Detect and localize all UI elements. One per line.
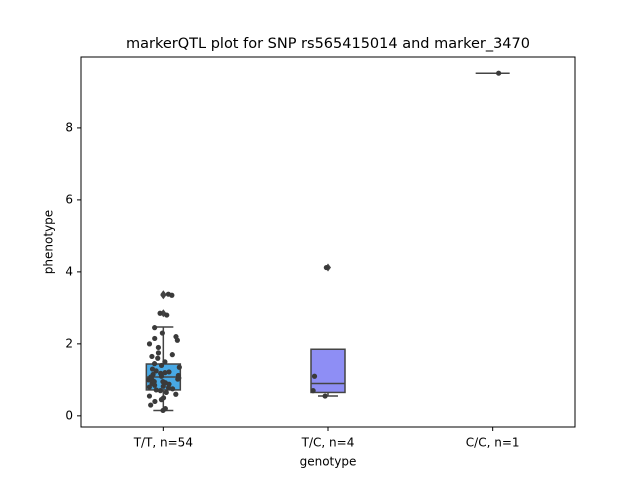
strip-point [160,379,166,385]
strip-point [175,372,181,379]
strip-point [152,335,158,342]
strip-point [162,406,168,412]
strip-point [157,310,163,316]
strip-point [148,375,154,381]
strip-point [311,373,318,379]
y-tick-label: 8 [65,120,73,134]
strip-point [158,362,165,369]
strip-point [173,391,179,397]
y-tick-label: 0 [65,408,73,422]
y-tick-label: 4 [65,264,73,278]
strip-point [163,389,169,396]
strip-point [162,359,168,365]
strip-point [155,344,161,351]
strip-point [146,341,153,347]
strip-point [155,350,162,356]
outlier [160,290,167,299]
strip-point [169,352,175,358]
strip-point [151,379,157,385]
strip-point [149,353,155,360]
strip-point [166,369,172,375]
strip-point [323,264,329,271]
strip-point [146,384,152,390]
strip-point [157,388,163,394]
strip-point [496,70,502,76]
strip-point [158,370,164,376]
x-tick-label: C/C, n=1 [466,436,520,450]
strip-point [322,393,328,399]
strip-point [173,334,179,340]
strip-point [159,330,165,336]
strip-point [153,387,159,393]
strip-point [164,312,170,318]
x-tick-label: T/C, n=4 [301,436,355,450]
x-tick-label: T/T, n=54 [133,436,193,450]
strip-point [149,366,156,372]
strip-point [148,402,154,408]
y-axis-label: phenotype [42,210,56,274]
strip-point [162,370,168,376]
box [310,348,346,394]
y-tick-label: 2 [65,336,73,350]
strip-point [310,388,316,394]
x-axis-label: genotype [300,455,357,469]
y-tick-label: 6 [65,192,73,206]
strip-point [146,393,153,399]
strip-point [152,398,158,405]
strip-point [152,325,158,331]
strip-point [165,291,171,297]
strip-point [155,355,161,361]
chart-title: markerQTL plot for SNP rs565415014 and m… [126,36,530,52]
strip-point [169,386,176,392]
strip-point [160,395,167,401]
strip-point [151,361,158,367]
strip-point [176,364,182,370]
